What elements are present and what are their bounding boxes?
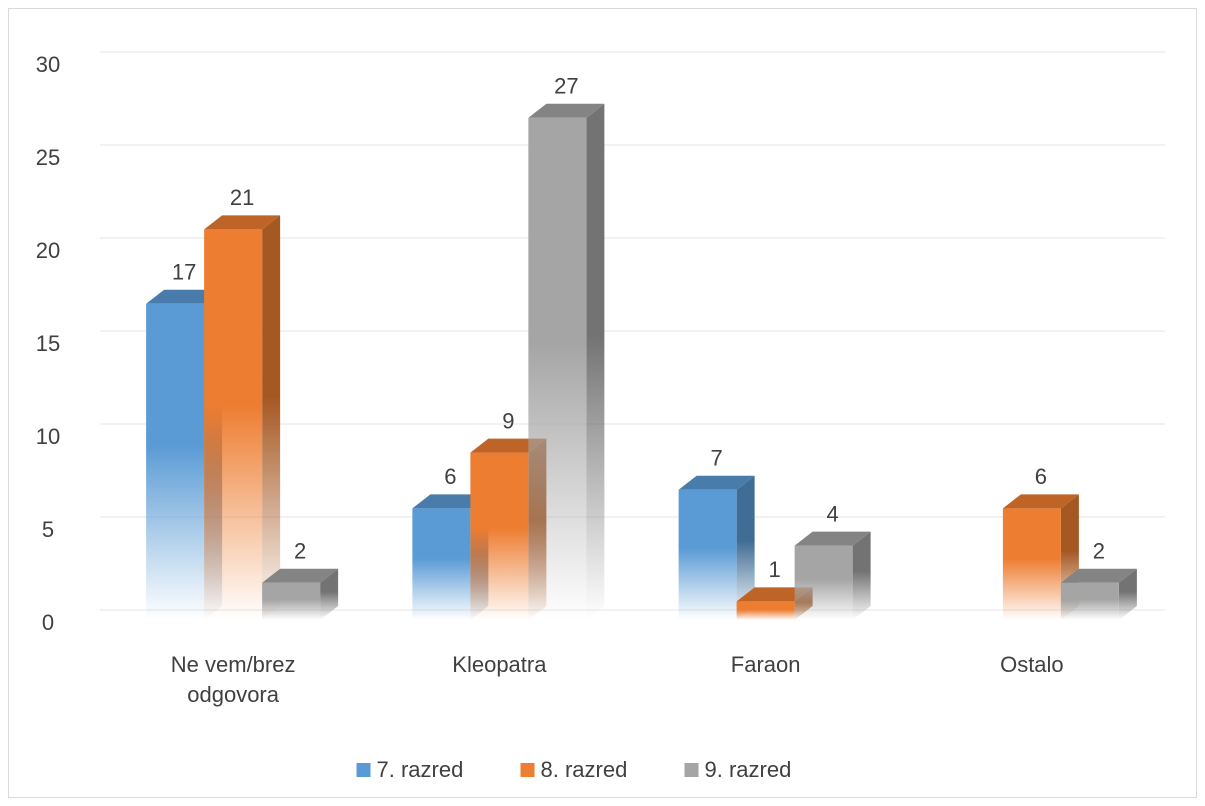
bar-top bbox=[528, 103, 605, 118]
data-label: 9 bbox=[502, 408, 514, 433]
bar bbox=[794, 545, 853, 620]
bar-top bbox=[262, 568, 339, 583]
data-label: 1 bbox=[769, 557, 781, 582]
data-label: 17 bbox=[172, 260, 196, 285]
bar-side bbox=[262, 215, 281, 620]
bar bbox=[736, 601, 795, 620]
bar bbox=[262, 582, 321, 620]
data-label: 6 bbox=[444, 464, 456, 489]
bar-top bbox=[794, 531, 871, 546]
bar bbox=[146, 303, 205, 620]
bar-side bbox=[586, 103, 605, 621]
legend-label: 8. razred bbox=[541, 757, 628, 782]
y-tick-label: 25 bbox=[36, 145, 60, 170]
bar-side bbox=[852, 531, 871, 620]
bar bbox=[204, 229, 263, 620]
bar-side bbox=[320, 568, 339, 620]
y-tick-label: 20 bbox=[36, 238, 60, 263]
bar-top bbox=[204, 215, 281, 230]
data-label: 4 bbox=[827, 501, 839, 526]
bar-top bbox=[1060, 568, 1137, 583]
x-tick-label: Ne vem/brez odgovora bbox=[170, 652, 296, 707]
y-tick-label: 30 bbox=[36, 52, 60, 77]
bar-top bbox=[412, 494, 489, 509]
bar-side bbox=[736, 475, 755, 620]
legend-swatch bbox=[520, 763, 535, 777]
bar-top bbox=[736, 587, 813, 602]
data-label: 7 bbox=[711, 446, 723, 471]
bar bbox=[1060, 582, 1119, 620]
y-tick-label: 5 bbox=[42, 517, 54, 542]
bar bbox=[1002, 508, 1061, 620]
y-tick-label: 15 bbox=[36, 331, 60, 356]
bar-top bbox=[470, 438, 547, 453]
legend-label: 9. razred bbox=[705, 757, 792, 782]
legend-swatch bbox=[356, 763, 371, 777]
legend-swatch bbox=[684, 763, 699, 777]
y-tick-label: 10 bbox=[36, 424, 60, 449]
data-label: 2 bbox=[294, 539, 306, 564]
chart-frame bbox=[8, 8, 1197, 798]
bar-top bbox=[1002, 494, 1079, 509]
bar-side bbox=[1118, 568, 1137, 620]
bar bbox=[412, 508, 471, 620]
x-tick-label: Kleopatra bbox=[452, 652, 547, 677]
data-label: 27 bbox=[554, 74, 578, 99]
y-tick-label: 0 bbox=[42, 610, 54, 635]
x-tick-label: Ostalo bbox=[1000, 652, 1064, 677]
bar bbox=[470, 452, 529, 620]
data-label: 2 bbox=[1093, 539, 1105, 564]
bar bbox=[528, 117, 587, 621]
legend-label: 7. razred bbox=[377, 757, 464, 782]
x-tick-label: Faraon bbox=[730, 652, 801, 677]
data-label: 21 bbox=[230, 185, 254, 210]
bar-top bbox=[146, 289, 223, 304]
data-label: 6 bbox=[1035, 464, 1047, 489]
bar bbox=[678, 489, 737, 620]
bar-top bbox=[678, 475, 755, 490]
